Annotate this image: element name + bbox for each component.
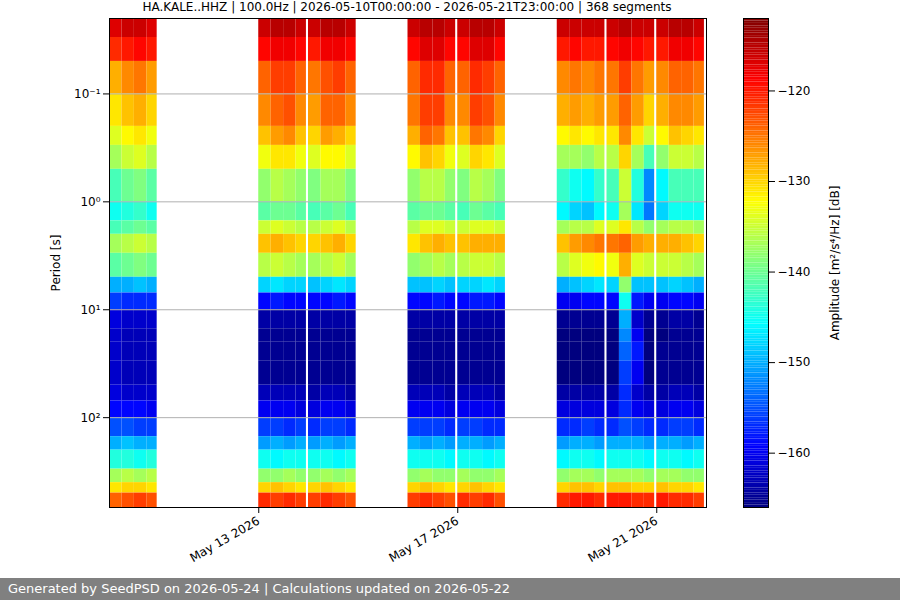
svg-text:10⁰: 10⁰ [80, 195, 100, 209]
svg-text:−130: −130 [778, 174, 811, 188]
svg-text:−120: −120 [778, 84, 811, 98]
svg-text:−160: −160 [778, 446, 811, 460]
svg-text:10¹: 10¹ [80, 303, 100, 317]
svg-text:10⁻¹: 10⁻¹ [74, 87, 101, 101]
svg-text:Amplitude [m²/s⁴/Hz] [dB]: Amplitude [m²/s⁴/Hz] [dB] [828, 186, 842, 341]
html-text:HA.KALE..HHZ | 100.0Hz | 2026-: HA.KALE..HHZ | 100.0Hz | 2026-05-10T00:0… [142, 0, 672, 14]
svg-text:May 17 2026: May 17 2026 [386, 514, 461, 565]
html-text:Generated by SeedPSD on 2026-0: Generated by SeedPSD on 2026-05-24 | Cal… [8, 581, 510, 596]
svg-text:−140: −140 [778, 265, 811, 279]
svg-text:−150: −150 [778, 355, 811, 369]
svg-text:May 13 2026: May 13 2026 [187, 514, 262, 565]
svg-text:May 21 2026: May 21 2026 [585, 514, 660, 565]
svg-text:10²: 10² [80, 411, 100, 425]
svg-text:Period [s]: Period [s] [49, 235, 63, 292]
